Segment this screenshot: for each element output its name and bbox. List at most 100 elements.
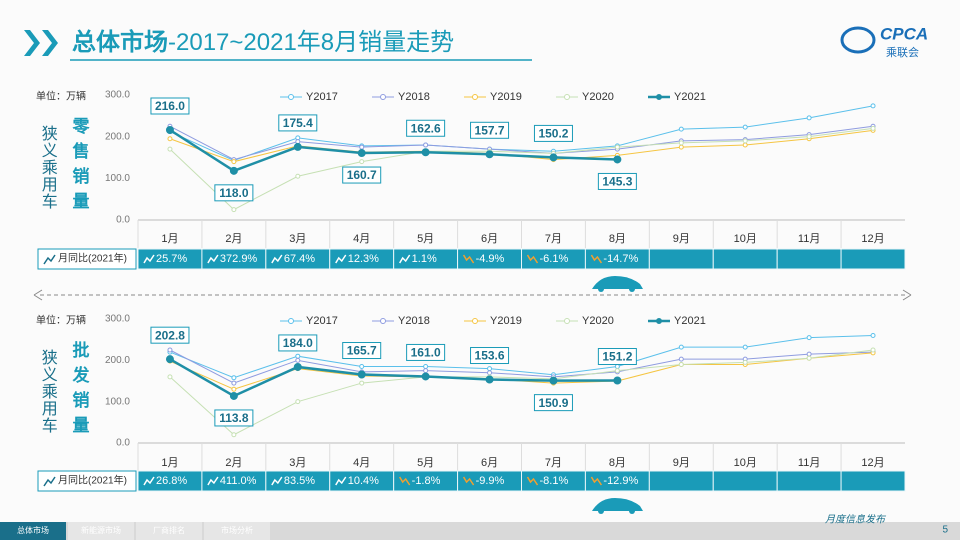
y-tick-label: 200.0 — [105, 355, 130, 366]
data-label: 175.4 — [283, 116, 313, 130]
point — [231, 380, 237, 386]
legend-label: Y2021 — [674, 91, 706, 103]
footer-note: 月度信息发布 — [825, 514, 887, 526]
y-tick-label: 0.0 — [116, 438, 130, 449]
yoy-cell — [712, 470, 778, 492]
point — [293, 142, 302, 151]
point — [806, 115, 812, 121]
footer-tab — [0, 522, 66, 540]
yoy-cell — [648, 470, 714, 492]
yoy-head-label: 月同比(2021年) — [58, 252, 127, 265]
legend-marker — [472, 318, 478, 324]
data-label: 150.9 — [538, 396, 568, 410]
x-tick-label: 1月 — [161, 233, 178, 245]
side-label: 狭义乘用车 — [39, 125, 58, 210]
point — [870, 333, 876, 339]
yoy-value: 1.1% — [412, 253, 437, 265]
data-label: 161.0 — [411, 346, 441, 360]
unit-label: 单位：万辆 — [36, 314, 86, 327]
yoy-arrow — [143, 254, 155, 264]
x-tick-label: 12月 — [861, 457, 884, 469]
x-tick-label: 4月 — [353, 233, 370, 245]
point — [806, 335, 812, 341]
point — [229, 391, 238, 400]
y-tick-label: 100.0 — [105, 173, 130, 184]
data-label-box — [214, 184, 254, 202]
car-icon — [592, 276, 643, 292]
x-tick-label: 6月 — [481, 457, 498, 469]
yoy-arrow — [526, 476, 539, 486]
data-label-box — [533, 394, 573, 412]
yoy-arrow — [399, 476, 411, 486]
yoy-cell — [840, 470, 906, 492]
data-label-box — [597, 348, 637, 366]
footer-tab-label: 市场分析 — [221, 525, 253, 535]
legend-label: Y2020 — [582, 315, 614, 327]
data-label: 162.6 — [411, 121, 441, 135]
x-tick-label: 3月 — [289, 233, 306, 245]
data-label: 153.6 — [475, 349, 505, 363]
x-tick-label: 10月 — [734, 233, 757, 245]
point — [165, 126, 174, 134]
series-line — [169, 349, 874, 436]
yoy-value: -9.9% — [476, 475, 505, 487]
chevrons — [24, 30, 58, 56]
point — [614, 144, 620, 150]
legend-marker — [288, 318, 294, 324]
point — [231, 386, 237, 392]
point — [231, 207, 237, 213]
footer-tab-label: 厂商排名 — [153, 525, 185, 535]
point — [806, 134, 812, 140]
yoy-head-icon — [43, 476, 56, 487]
x-tick-label: 2月 — [225, 233, 242, 245]
point — [423, 142, 429, 148]
x-tick-label: 5月 — [417, 233, 434, 245]
data-label: 165.7 — [347, 344, 377, 358]
point — [549, 376, 558, 385]
car-icon — [592, 498, 643, 514]
point — [485, 150, 494, 159]
x-tick-label: 4月 — [353, 457, 370, 469]
point — [870, 347, 876, 353]
footer-tab-label: 新能源市场 — [81, 525, 121, 535]
yoy-value: -6.1% — [540, 253, 569, 265]
yoy-arrow — [590, 254, 603, 264]
point — [870, 125, 876, 131]
yoy-cell — [840, 248, 906, 270]
yoy-value: 25.7% — [156, 253, 187, 265]
x-tick-label: 9月 — [673, 233, 690, 245]
data-label: 118.0 — [219, 186, 249, 200]
legend-marker — [656, 318, 662, 324]
legend-label: Y2020 — [582, 91, 614, 103]
point — [295, 357, 301, 363]
point — [678, 126, 684, 132]
point — [806, 351, 812, 357]
point — [487, 366, 493, 372]
title-rest: -2017~2021年8月销量走势 — [168, 29, 454, 56]
data-label-box — [470, 121, 510, 139]
logo-text: CPCA — [880, 24, 928, 43]
point — [678, 144, 684, 150]
point — [678, 356, 684, 362]
yoy-value: 83.5% — [284, 475, 315, 487]
data-label-box — [278, 114, 318, 132]
point — [167, 136, 173, 142]
point — [549, 153, 558, 162]
x-tick-label: 7月 — [545, 457, 562, 469]
point — [742, 344, 748, 350]
point — [742, 359, 748, 365]
yoy-cell — [712, 248, 778, 270]
chart-title: 批发销量 — [70, 340, 91, 441]
point — [421, 372, 430, 381]
data-label-box — [150, 97, 190, 115]
footer-tab-label: 总体市场 — [17, 525, 49, 535]
data-label-box — [150, 326, 190, 344]
point — [357, 149, 366, 158]
x-tick-label: 6月 — [481, 233, 498, 245]
point — [421, 148, 430, 157]
legend-label: Y2017 — [306, 91, 338, 103]
title-bold: 总体市场 — [72, 28, 168, 56]
yoy-value: -4.9% — [476, 253, 505, 265]
